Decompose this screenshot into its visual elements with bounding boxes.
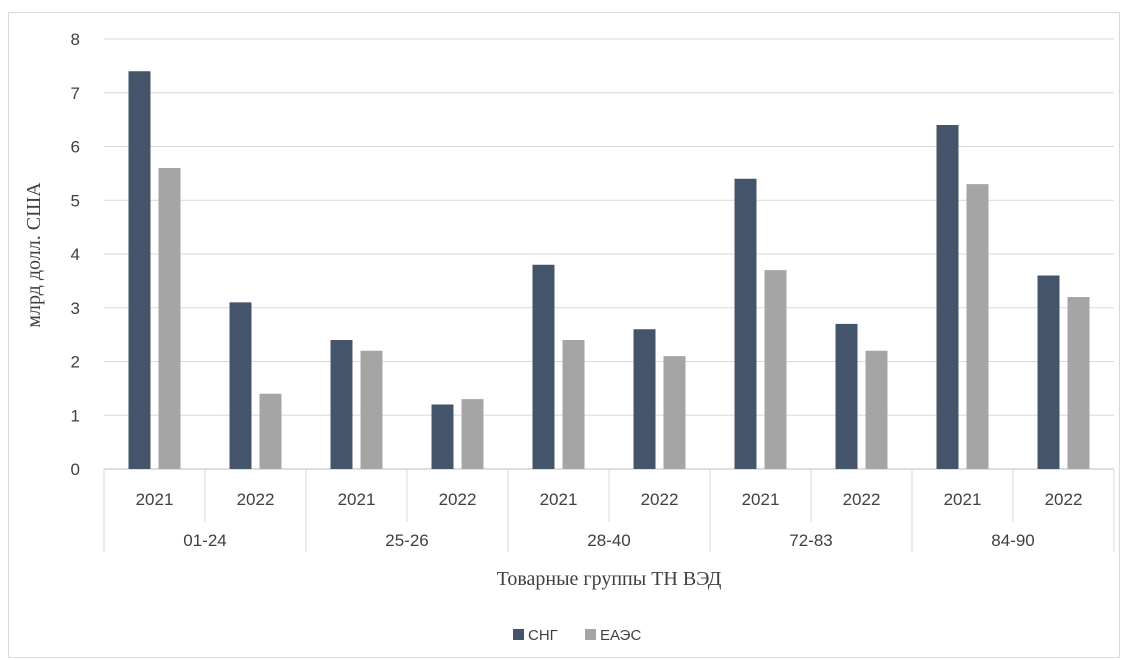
- y-tick-label: 3: [71, 299, 80, 318]
- bar-eaes: [865, 350, 888, 469]
- x-tick-label-group: 28-40: [587, 531, 630, 550]
- x-tick-label-group: 25-26: [385, 531, 428, 550]
- bar-sng: [936, 125, 959, 469]
- bar-sng: [1037, 275, 1060, 469]
- legend-label: ЕАЭС: [600, 627, 641, 644]
- y-axis-ticks: 0 1 2 3 4 5 6 7 8: [71, 30, 80, 479]
- bar-sng: [734, 178, 757, 469]
- bar-eaes: [663, 356, 686, 469]
- x-tick-label-year: 2021: [540, 490, 578, 509]
- y-axis-title: млрд долл. США: [23, 182, 45, 328]
- legend-swatch: [513, 629, 524, 640]
- y-tick-label: 5: [71, 191, 80, 210]
- x-tick-label-year: 2022: [237, 490, 275, 509]
- bar-eaes: [1067, 297, 1090, 469]
- x-tick-label-group: 84-90: [991, 531, 1034, 550]
- x-tick-label-year: 2022: [1045, 490, 1083, 509]
- bar-sng: [229, 302, 252, 469]
- x-tick-label-group: 72-83: [789, 531, 832, 550]
- bar-eaes: [158, 168, 181, 469]
- x-tick-label-year: 2022: [439, 490, 477, 509]
- bar-eaes: [966, 184, 989, 469]
- y-tick-label: 6: [71, 138, 80, 157]
- x-tick-label-group: 01-24: [183, 531, 226, 550]
- bar-sng: [330, 340, 353, 469]
- x-axis: 2021 2022 2021 2022 2021 2022 2021 2022 2021 2022…: [103, 469, 1115, 552]
- legend: СНГ ЕАЭС: [513, 627, 641, 644]
- y-tick-label: 2: [71, 353, 80, 372]
- y-tick-label: 1: [71, 406, 80, 425]
- x-axis-title: Товарные группы ТН ВЭД: [497, 568, 722, 590]
- bar-eaes: [764, 270, 787, 469]
- x-tick-label-year: 2022: [641, 490, 679, 509]
- gridlines: [104, 38, 1114, 470]
- x-tick-label-year: 2021: [944, 490, 982, 509]
- bar-sng: [128, 71, 151, 469]
- bar-sng: [532, 264, 555, 469]
- bar-eaes: [259, 393, 282, 469]
- y-tick-label: 7: [71, 84, 80, 103]
- y-tick-label: 8: [71, 30, 80, 49]
- y-tick-label: 4: [71, 245, 80, 264]
- x-tick-label-year: 2021: [742, 490, 780, 509]
- bar-sng: [835, 323, 858, 469]
- bar-sng: [431, 404, 454, 469]
- chart-area: [8, 12, 1120, 658]
- bar-eaes: [461, 399, 484, 469]
- bar-sng: [633, 329, 656, 469]
- bar-eaes: [360, 350, 383, 469]
- x-tick-label-year: 2021: [338, 490, 376, 509]
- legend-swatch: [585, 629, 596, 640]
- bars: [128, 71, 1090, 469]
- bar-eaes: [562, 340, 585, 469]
- x-tick-label-year: 2021: [136, 490, 174, 509]
- x-tick-label-year: 2022: [843, 490, 881, 509]
- y-tick-label: 0: [71, 460, 80, 479]
- legend-label: СНГ: [528, 627, 558, 644]
